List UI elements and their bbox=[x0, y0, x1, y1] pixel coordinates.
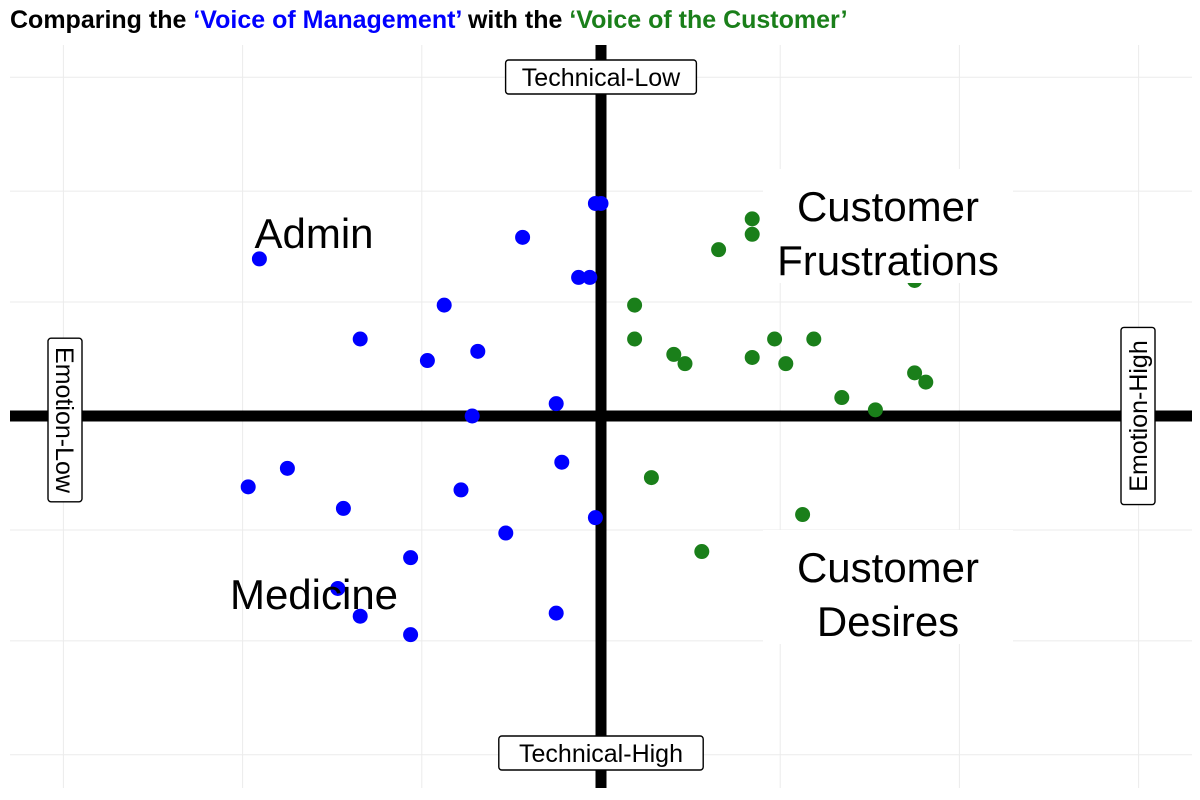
management-point bbox=[352, 608, 368, 624]
quadrant-label-desires: Customer Desires bbox=[763, 530, 1013, 645]
quadrant-axes bbox=[10, 45, 1192, 788]
title-part-1: Comparing the bbox=[10, 6, 193, 34]
management-point bbox=[279, 460, 295, 476]
quadrant-label-medicine: Medicine bbox=[230, 571, 398, 618]
management-point bbox=[582, 269, 598, 285]
customer-point bbox=[627, 331, 643, 347]
management-point bbox=[587, 510, 603, 526]
quadrant-label-line: Medicine bbox=[230, 571, 398, 618]
management-point bbox=[240, 479, 256, 495]
management-point bbox=[470, 343, 486, 359]
axis-label-top-text: Technical-Low bbox=[522, 64, 681, 92]
customer-point bbox=[677, 356, 693, 372]
management-point bbox=[335, 500, 351, 516]
management-point bbox=[515, 229, 531, 245]
management-point bbox=[548, 605, 564, 621]
management-point bbox=[498, 525, 514, 541]
management-point bbox=[330, 580, 346, 596]
quadrant-label-background bbox=[763, 169, 1013, 283]
axis-label-right-text: Emotion-High bbox=[1125, 340, 1153, 491]
axis-label-left-text: Emotion-Low bbox=[50, 347, 78, 494]
customer-point bbox=[767, 331, 783, 347]
axis-label-right-box bbox=[1120, 326, 1156, 506]
management-point bbox=[571, 269, 587, 285]
management-point bbox=[554, 454, 570, 470]
customer-point bbox=[627, 297, 643, 313]
quadrant-label-line: Customer bbox=[797, 544, 979, 591]
customer-point bbox=[694, 544, 710, 560]
customer-point bbox=[834, 390, 850, 406]
management-point bbox=[453, 482, 469, 498]
customer-point bbox=[744, 226, 760, 242]
title-part-3: with the bbox=[467, 6, 569, 34]
customer-point bbox=[744, 211, 760, 227]
quadrant-label-line: Frustrations bbox=[777, 237, 999, 284]
customer-point bbox=[778, 356, 794, 372]
customer-point bbox=[744, 349, 760, 365]
customer-point bbox=[643, 470, 659, 486]
quadrant-label-line: Admin bbox=[254, 210, 373, 257]
chart-title: Comparing the ‘Voice of Management’ with… bbox=[10, 6, 848, 34]
quadrant-label-background bbox=[763, 530, 1013, 644]
quadrant-label-admin: Admin bbox=[254, 210, 373, 257]
customer-point bbox=[907, 365, 923, 381]
axis-label-bottom-box bbox=[498, 735, 704, 771]
title-voice-of-management: ‘Voice of Management’ bbox=[193, 6, 461, 34]
title-voice-of-customer: ‘Voice of the Customer’ bbox=[569, 6, 847, 34]
management-point bbox=[593, 195, 609, 211]
data-points bbox=[240, 195, 951, 643]
axis-labels: Technical-Low Technical-High Emotion-Low Em… bbox=[47, 59, 1156, 771]
customer-point bbox=[795, 507, 811, 523]
customer-point bbox=[711, 242, 727, 258]
management-point bbox=[251, 251, 267, 267]
axis-label-top: Technical-Low bbox=[504, 59, 698, 95]
management-point bbox=[419, 353, 435, 369]
customer-point bbox=[806, 331, 822, 347]
management-point bbox=[464, 408, 480, 424]
axis-label-left: Emotion-Low bbox=[47, 337, 83, 503]
axis-label-right: Emotion-High bbox=[1120, 326, 1156, 506]
management-point bbox=[352, 331, 368, 347]
axis-label-top-box bbox=[504, 59, 698, 95]
management-point bbox=[403, 627, 419, 643]
quadrant-label-frustrations: Customer Frustrations bbox=[763, 169, 1013, 284]
management-point bbox=[403, 550, 419, 566]
axis-label-bottom: Technical-High bbox=[498, 735, 704, 771]
management-point bbox=[548, 396, 564, 412]
quadrant-label-line: Customer bbox=[797, 183, 979, 230]
quadrant-labels: AdminMedicineCustomerFrustrationsCustome… bbox=[230, 169, 1013, 645]
customer-point bbox=[666, 346, 682, 362]
axis-label-bottom-text: Technical-High bbox=[519, 740, 683, 768]
customer-point bbox=[918, 374, 934, 390]
quadrant-label-line: Desires bbox=[817, 598, 959, 645]
axis-label-left-box bbox=[47, 337, 83, 503]
customer-point bbox=[867, 402, 883, 418]
management-point bbox=[436, 297, 452, 313]
